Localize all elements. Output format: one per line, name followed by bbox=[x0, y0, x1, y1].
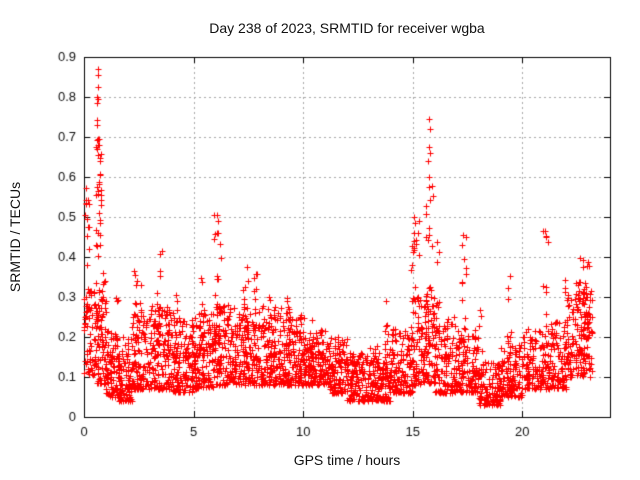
y-axis-label: SRMTID / TECUs bbox=[7, 181, 23, 293]
x-axis-label: GPS time / hours bbox=[293, 452, 401, 468]
chart-title: Day 238 of 2023, SRMTID for receiver wgb… bbox=[209, 20, 485, 36]
